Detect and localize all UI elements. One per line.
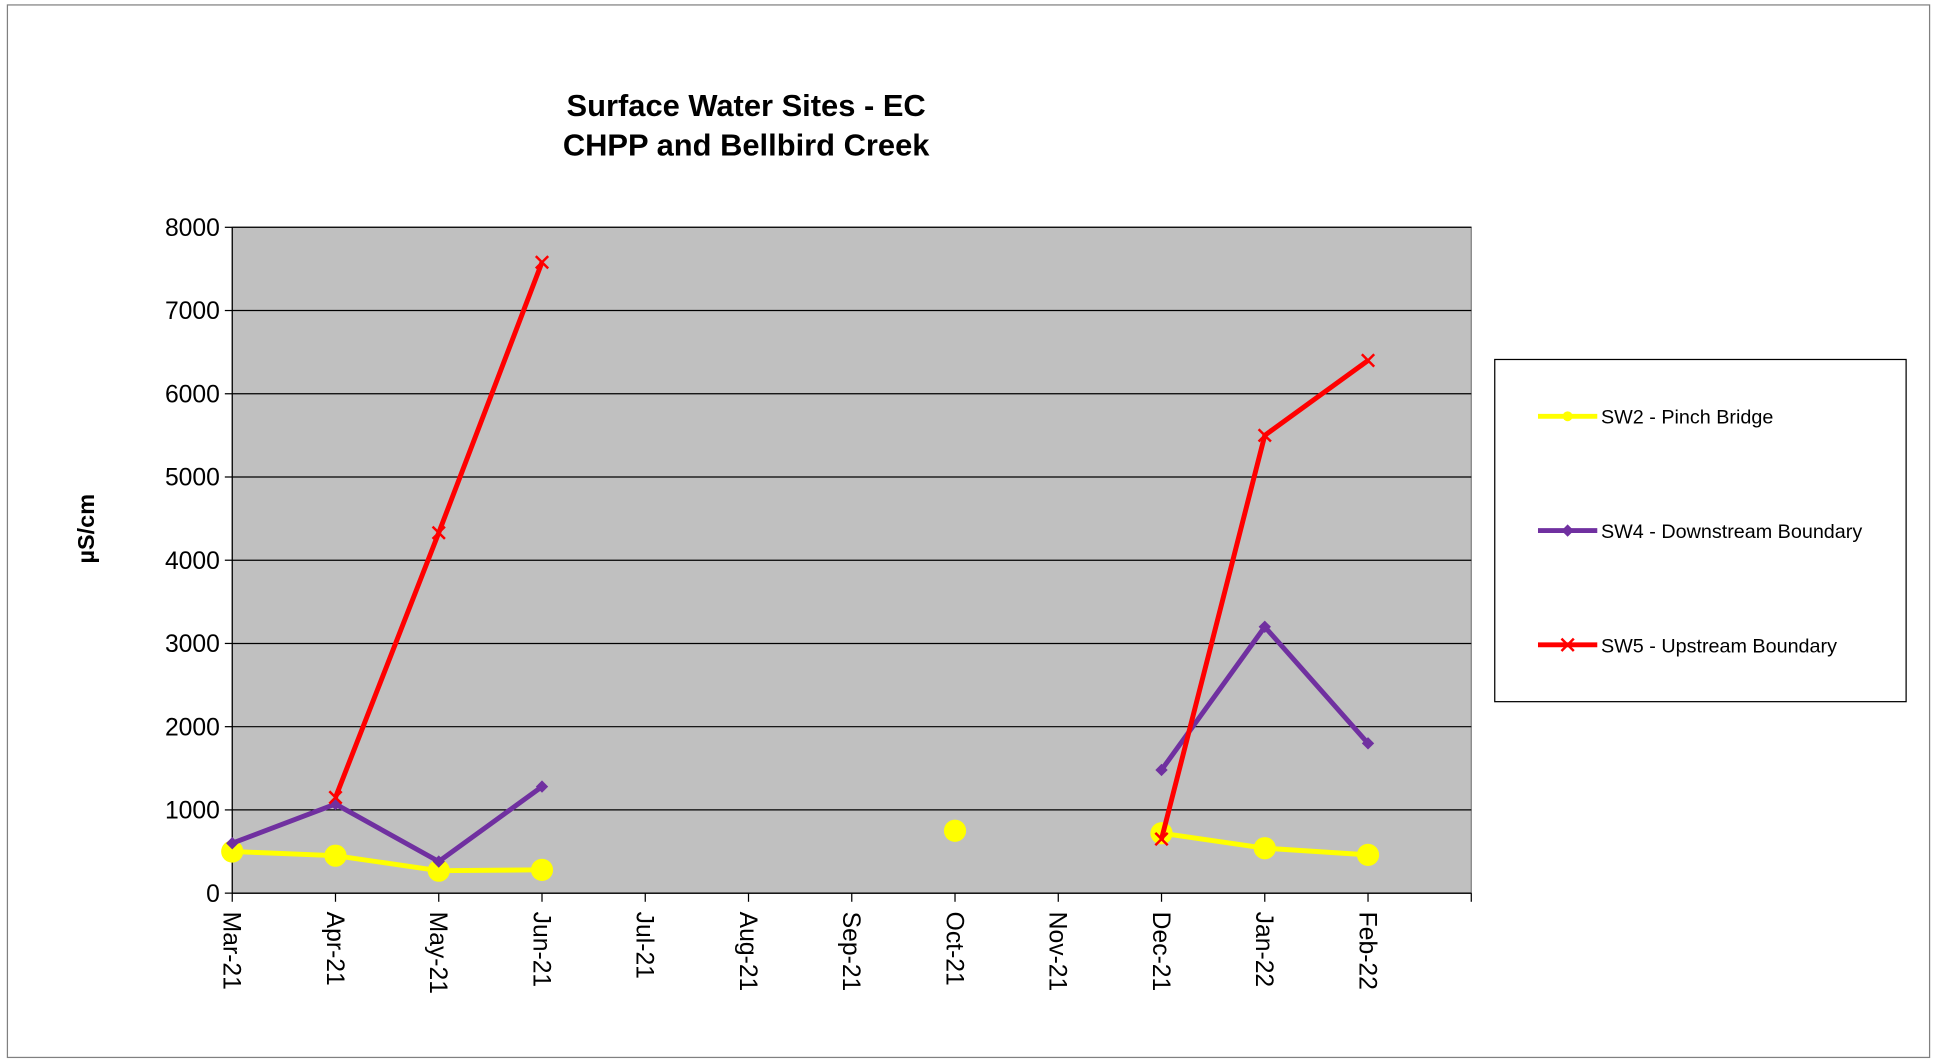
- y-tick-label: 1000: [165, 798, 220, 825]
- marker: [1361, 737, 1375, 750]
- y-tick-label: 0: [206, 881, 220, 908]
- marker: [427, 859, 450, 882]
- marker: [1253, 837, 1276, 860]
- chart-title: Surface Water Sites - EC: [567, 88, 926, 123]
- y-tick-label: 2000: [165, 714, 220, 741]
- marker: [943, 819, 967, 842]
- legend-label: SW4 - Downstream Boundary: [1601, 521, 1862, 543]
- y-tick-label: 4000: [165, 548, 220, 575]
- x-tick-label: Feb-22: [1353, 912, 1380, 990]
- marker: [432, 855, 445, 868]
- x-tick-label: Dec-21: [1147, 912, 1174, 992]
- y-axis-label: µS/cm: [73, 494, 99, 564]
- marker: [535, 780, 549, 793]
- x-tick-label: Apr-21: [321, 912, 348, 986]
- marker: [221, 840, 244, 863]
- marker: [431, 525, 446, 540]
- y-tick-label: 8000: [165, 215, 220, 242]
- marker: [1257, 428, 1272, 443]
- legend-marker: [1562, 411, 1573, 422]
- marker: [226, 837, 239, 850]
- x-tick-label: Sep-21: [837, 912, 864, 992]
- marker: [1356, 843, 1380, 866]
- x-tick-label: Nov-21: [1044, 912, 1071, 992]
- x-tick-label: Jul-21: [631, 912, 658, 979]
- marker: [328, 790, 343, 805]
- legend-marker: [1560, 637, 1575, 652]
- x-tick-label: Mar-21: [218, 912, 245, 990]
- x-tick-label: Jan-22: [1250, 912, 1277, 988]
- marker: [1154, 831, 1169, 847]
- legend-label: SW5 - Upstream Boundary: [1601, 635, 1837, 657]
- marker: [324, 844, 347, 867]
- marker: [534, 255, 550, 270]
- x-tick-label: Aug-21: [734, 912, 761, 992]
- legend-label: SW2 - Pinch Bridge: [1601, 407, 1773, 429]
- x-tick-label: Jun-21: [527, 912, 554, 988]
- y-tick-label: 3000: [165, 631, 220, 658]
- y-tick-label: 6000: [165, 381, 220, 408]
- y-tick-label: 7000: [165, 298, 220, 325]
- marker: [1360, 353, 1376, 368]
- y-tick-label: 5000: [165, 465, 220, 492]
- x-tick-label: Oct-21: [940, 912, 967, 986]
- marker: [530, 858, 554, 881]
- x-tick-label: May-21: [424, 912, 451, 994]
- chart-title: CHPP and Bellbird Creek: [563, 128, 930, 163]
